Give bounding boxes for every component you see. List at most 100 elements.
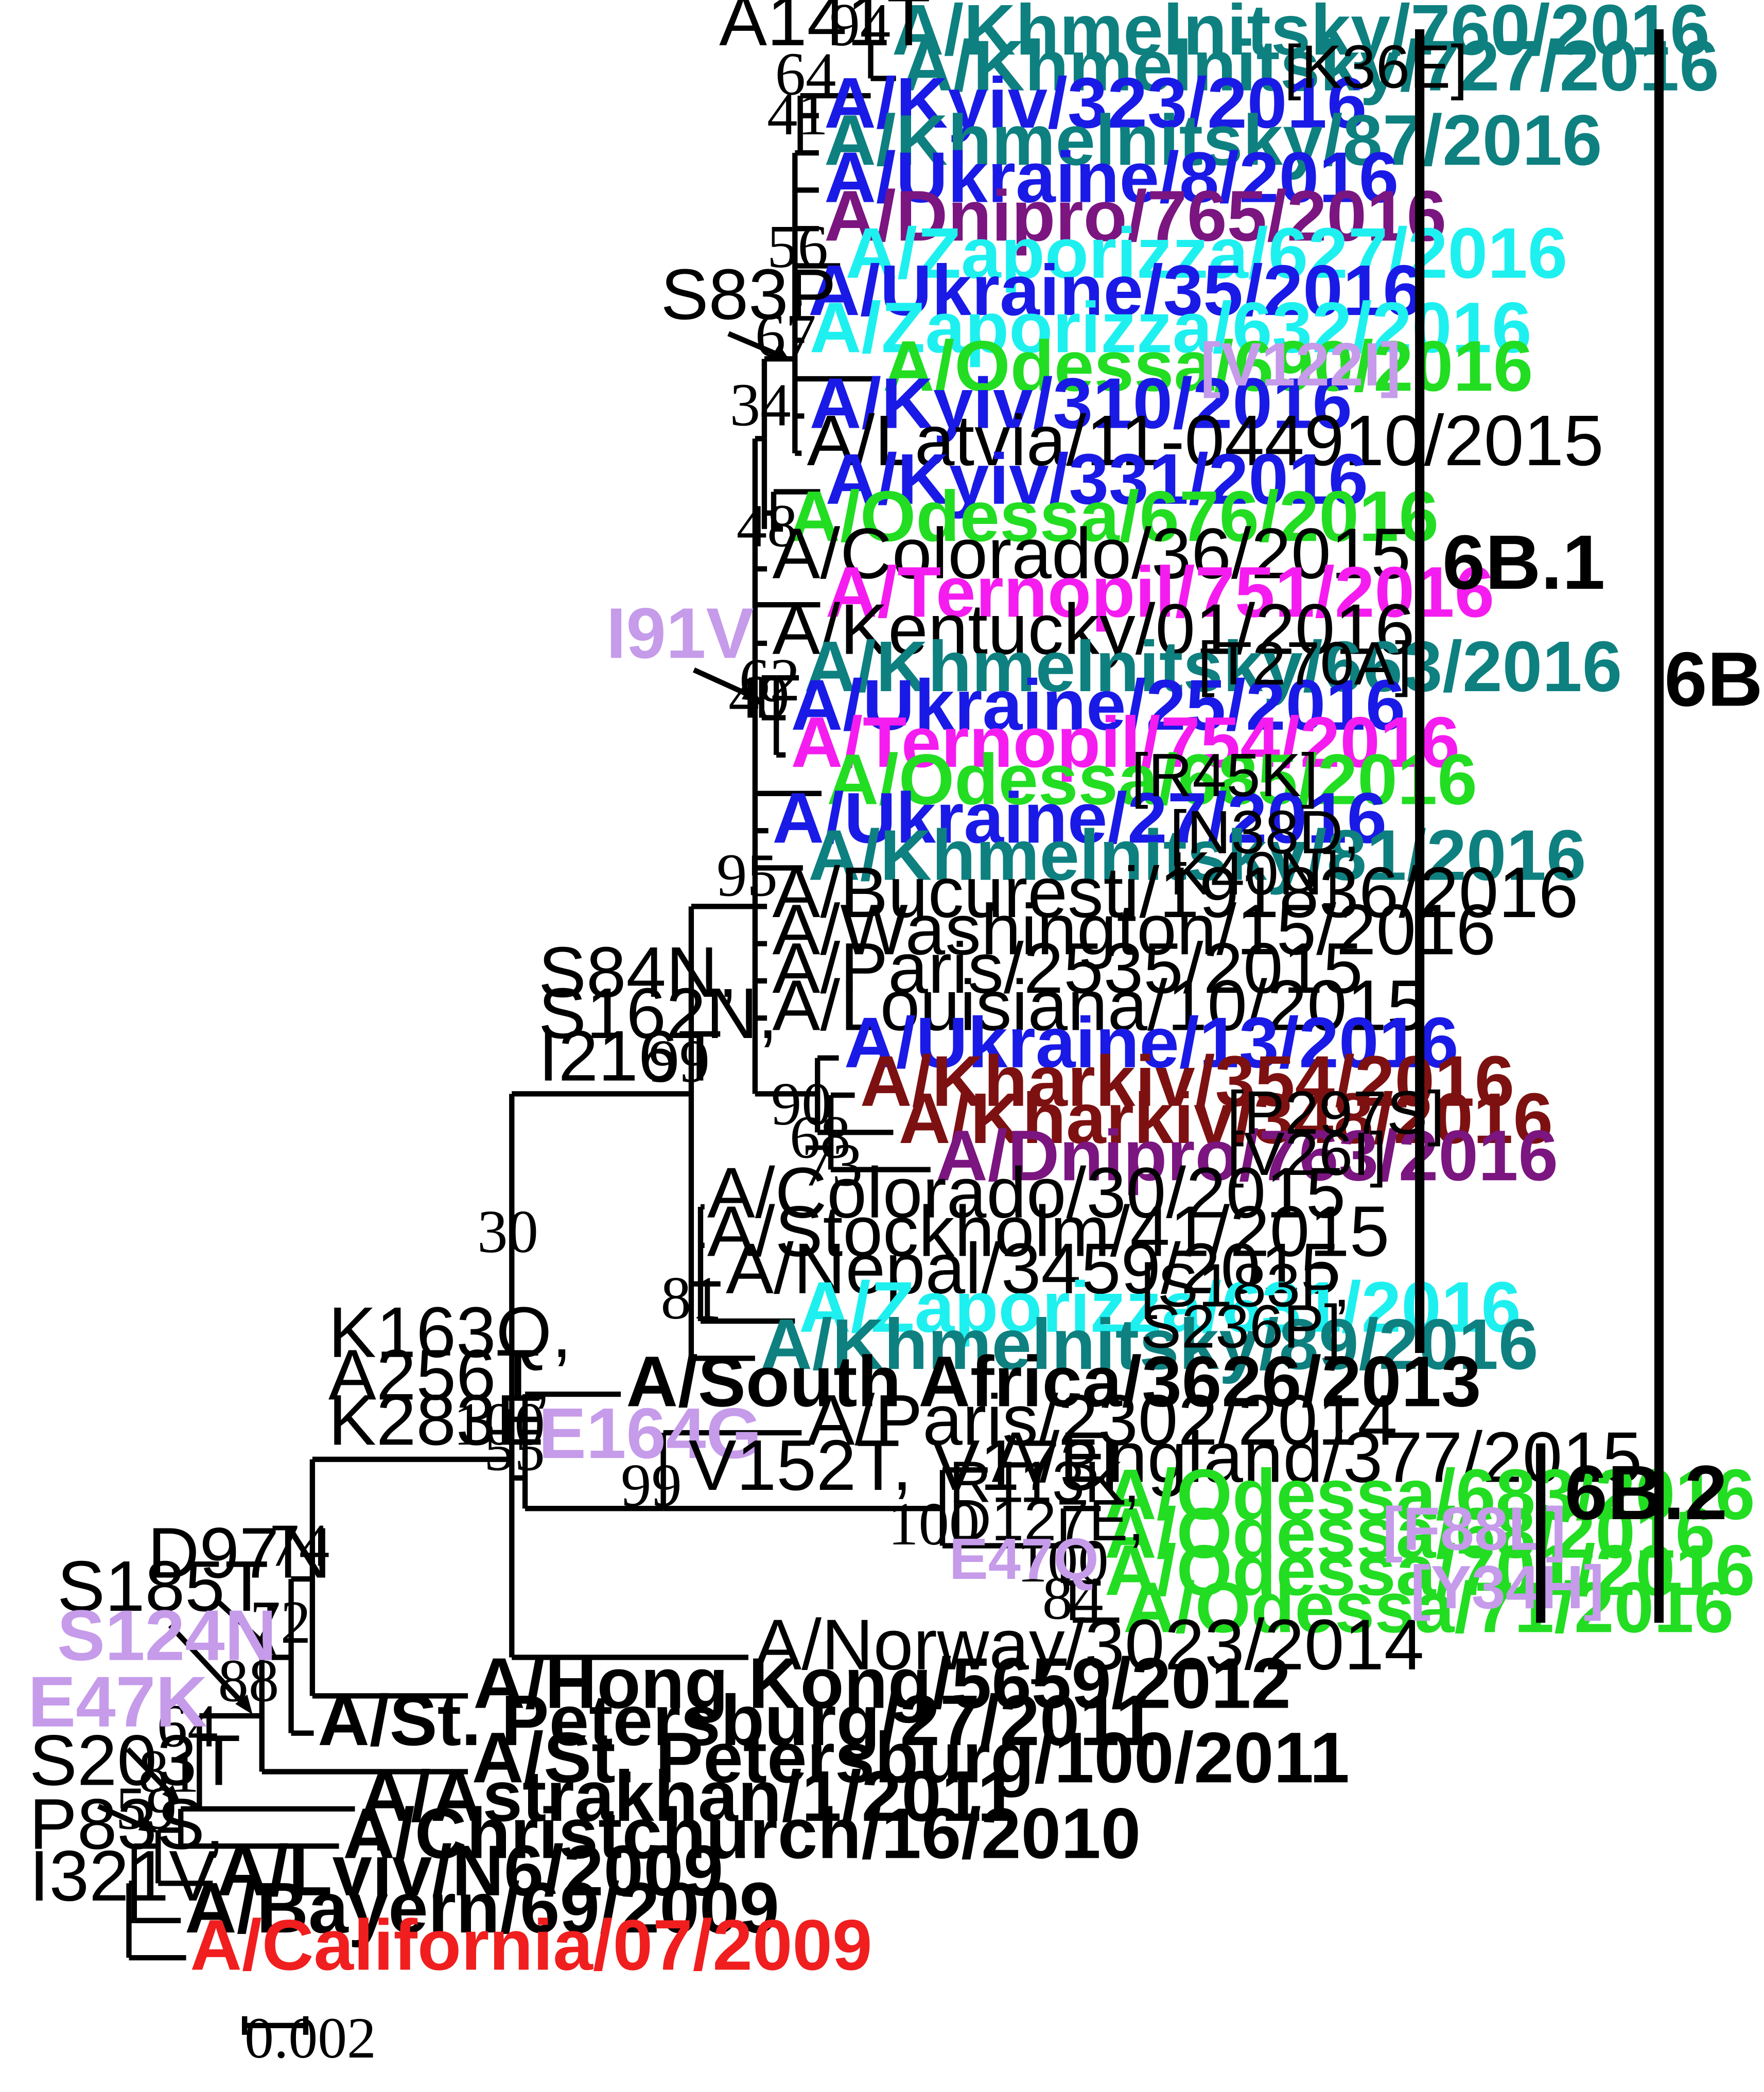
mutation-label: P83S, bbox=[29, 1784, 225, 1864]
substitution-note: [T270A] bbox=[1198, 629, 1412, 698]
taxon-label: A/Odessa/71/2016 bbox=[1123, 1567, 1734, 1647]
bootstrap-value: 62 bbox=[739, 646, 800, 714]
scale-bar: 0.002 bbox=[242, 2006, 376, 2070]
taxon-label: A/Ukraine/13/2016 bbox=[844, 1003, 1459, 1083]
mutation-arrows bbox=[97, 331, 790, 1833]
taxon-label: A/Colorado/30/2015 bbox=[707, 1153, 1346, 1233]
taxon-label: A/Zaporizza/631/2016 bbox=[799, 1267, 1521, 1347]
scale-bar-label: 0.002 bbox=[244, 2006, 376, 2070]
taxon-label: A/Ternopil/754/2016 bbox=[791, 702, 1460, 782]
bootstrap-value: 72 bbox=[250, 1588, 311, 1656]
taxon-label: A/Odessa/68/2016 bbox=[1105, 1493, 1715, 1573]
taxon-label: A/Odessa/683/2016 bbox=[1105, 1454, 1755, 1535]
bootstrap-value: 64 bbox=[775, 40, 836, 108]
mutation-label: S203T bbox=[29, 1720, 241, 1800]
taxon-label: A/Stockholm/41/2015 bbox=[707, 1191, 1389, 1272]
taxon-label: A/Washington/15/2016 bbox=[772, 889, 1496, 970]
substitution-note: K40N] bbox=[1170, 839, 1340, 908]
bootstrap-value: 48 bbox=[737, 491, 798, 559]
bootstrap-value: 100 bbox=[1017, 1527, 1109, 1595]
taxon-label: A/Ukraine/8/2016 bbox=[824, 137, 1399, 218]
bootstrap-value: 30 bbox=[477, 1198, 538, 1265]
taxon-label: A/Kentucky/01/2016 bbox=[772, 589, 1414, 670]
bootstrap-values: 94 64 41 56 67 34 48 62 49 95 90 68 73 9… bbox=[116, 0, 1109, 1842]
taxon-label: A/Dnipro/765/2016 bbox=[824, 175, 1446, 256]
bootstrap-value: 94 bbox=[829, 0, 890, 59]
taxon-label: A/South Africa/3626/2013 bbox=[626, 1341, 1481, 1421]
bootstrap-value: 49 bbox=[728, 663, 790, 731]
bootstrap-value: 41 bbox=[767, 80, 828, 148]
taxon-label: A/Hong Kong/5659/2012 bbox=[473, 1643, 1291, 1724]
taxon-label: A/Zaporizza/632/2016 bbox=[810, 287, 1532, 367]
bootstrap-value: 34 bbox=[730, 371, 791, 438]
bootstrap-value: 64 bbox=[157, 1692, 218, 1760]
taxon-label: A/Zaporizza/627/2016 bbox=[845, 213, 1567, 293]
taxon-label: A/Kyiv/323/2016 bbox=[824, 63, 1367, 143]
mutation-label: S185T, bbox=[57, 1546, 281, 1626]
taxon-label: A/Nepal/3459/2015 bbox=[726, 1228, 1340, 1309]
taxon-label: A/Odessa/690/2016 bbox=[883, 326, 1533, 406]
clade-markers: 6B.1 6B.2 6B bbox=[1415, 29, 1763, 1623]
clade-label-6b2: 6B.2 bbox=[1565, 1449, 1727, 1536]
taxon-label: A/Odessa/676/2016 bbox=[788, 476, 1439, 556]
substitution-note: [V122I] bbox=[1200, 330, 1401, 399]
taxon-label: A/Lviv/N6/2009 bbox=[217, 1831, 723, 1911]
substitution-note: [N38D, bbox=[1170, 798, 1360, 867]
mutation-label: I216T bbox=[538, 1016, 722, 1096]
taxon-label: A/England/377/2015 bbox=[992, 1417, 1643, 1498]
taxon-label: A/St. Petersburg/27/2011 bbox=[318, 1680, 1156, 1761]
clade-label-6b: 6B bbox=[1664, 636, 1762, 722]
taxon-label: A/Khmelnitsky/89/2016 bbox=[760, 1304, 1538, 1384]
bootstrap-value: 99 bbox=[621, 1451, 682, 1519]
bootstrap-value: 95 bbox=[717, 841, 778, 909]
taxon-label: A/Latvia/11-044910/2015 bbox=[807, 400, 1604, 481]
mutation-label: E47Q bbox=[949, 1526, 1099, 1592]
taxon-label: A/Khmelnitsky/727/2016 bbox=[901, 26, 1719, 106]
bootstrap-value: 100 bbox=[453, 1390, 545, 1458]
mutation-label: S162N, bbox=[538, 973, 778, 1053]
taxon-label: A/Louisiana/10/2015 bbox=[772, 965, 1426, 1046]
substitution-note: [R45K] bbox=[1131, 741, 1318, 810]
substitution-note: [K36E] bbox=[1284, 33, 1468, 101]
substitution-note: [Y34H] bbox=[1410, 1553, 1604, 1622]
taxon-label: A/Khmelnitsky/663/2016 bbox=[804, 626, 1622, 707]
tree-branches bbox=[126, 40, 1120, 1961]
bootstrap-value: 84 bbox=[1042, 1564, 1104, 1632]
bootstrap-value: 74 bbox=[269, 1511, 330, 1579]
mutation-label: S83P bbox=[661, 254, 836, 335]
taxon-label: A/Kharkiv/348/2016 bbox=[899, 1078, 1553, 1158]
mutation-label: S84N, bbox=[538, 932, 738, 1012]
bootstrap-value: 99 bbox=[649, 1027, 710, 1095]
taxon-label: A/Khmelnitsky/81/2016 bbox=[808, 815, 1586, 895]
mutation-label: E47K bbox=[28, 1662, 207, 1742]
substitution-note: [S183P, bbox=[1141, 1252, 1350, 1320]
taxon-label: A/Astrakhan/1/2011 bbox=[359, 1756, 1017, 1836]
taxon-labels: A/Khmelnitsky/760/2016 A/Khmelnitsky/727… bbox=[185, 0, 1755, 1985]
taxon-label: A/Ukraine/25/2016 bbox=[791, 665, 1406, 745]
taxon-label: A/Kyiv/310/2016 bbox=[810, 363, 1352, 444]
mutation-label: I321V bbox=[29, 1836, 217, 1916]
taxon-label: A/Colorado/36/2015 bbox=[772, 513, 1410, 593]
mutation-label: S124N bbox=[57, 1595, 276, 1676]
taxon-label: A/Odessa/685/2016 bbox=[827, 739, 1477, 819]
mutation-label: K163Q, bbox=[328, 1292, 572, 1373]
taxon-label: A/California/07/2009 bbox=[190, 1905, 872, 1985]
bootstrap-value: 67 bbox=[755, 302, 816, 370]
substitution-note: [F88L] bbox=[1383, 1495, 1566, 1563]
taxon-label: A/Bucuresti/191836/2016 bbox=[772, 852, 1578, 933]
mutation-label: E164G bbox=[538, 1393, 762, 1473]
taxon-label: A/Christchurch/16/2010 bbox=[343, 1793, 1141, 1873]
taxon-label: A/Odessa/701/2016 bbox=[1105, 1530, 1755, 1610]
mutation-label: R113K, bbox=[949, 1449, 1140, 1515]
mutation-label: A141T bbox=[719, 0, 931, 61]
taxon-label: A/Kharkiv/354/2016 bbox=[860, 1041, 1514, 1121]
mutation-label: V152T, V173I bbox=[689, 1425, 1120, 1505]
substitution-note: [P297S] bbox=[1227, 1079, 1445, 1147]
taxon-label: A/Khmelnitsky/760/2016 bbox=[892, 0, 1710, 70]
taxon-label: A/Ukraine/27/2016 bbox=[772, 778, 1387, 858]
bootstrap-value: 100 bbox=[888, 1490, 980, 1558]
taxon-label: A/Kyiv/331/2016 bbox=[826, 439, 1368, 519]
mutation-label: D127E, bbox=[949, 1488, 1144, 1553]
taxon-label: A/Bayern/69/2009 bbox=[185, 1868, 779, 1948]
